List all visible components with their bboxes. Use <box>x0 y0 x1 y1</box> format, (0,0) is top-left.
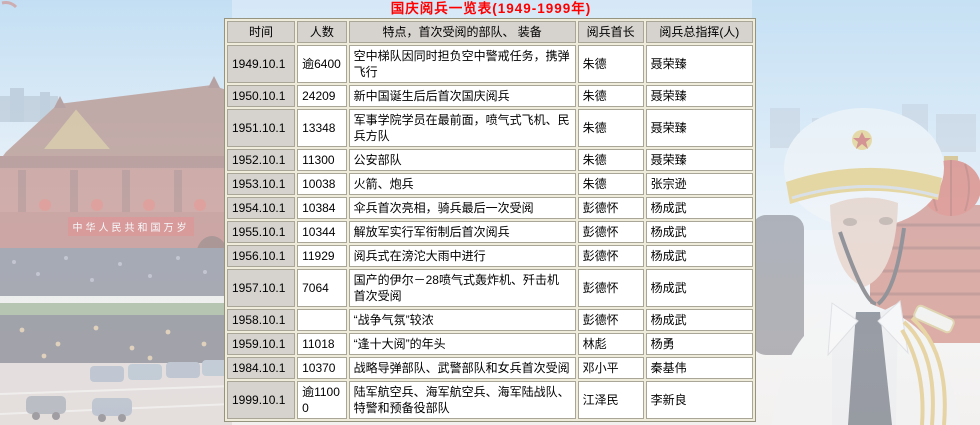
cell-count: 11018 <box>297 333 347 355</box>
cell-commander: 聂荣臻 <box>645 109 753 147</box>
cell-commander: 秦基伟 <box>645 357 753 379</box>
cell-chief: 朱德 <box>577 149 644 171</box>
cell-chief: 朱德 <box>577 85 644 107</box>
cell-chief: 彭德怀 <box>577 245 644 267</box>
header-cell-count: 人数 <box>297 21 347 43</box>
cell-count: 11929 <box>297 245 347 267</box>
cell-chief: 彭德怀 <box>577 221 644 243</box>
cell-chief: 彭德怀 <box>577 309 644 331</box>
cell-feature: 军事学院学员在最前面，喷气式飞机、民兵方队 <box>348 109 576 147</box>
tiananmen-photo-art: 中华人民共和国万岁 <box>0 0 232 425</box>
cell-time: 1954.10.1 <box>227 197 296 219</box>
cell-time: 1984.10.1 <box>227 357 296 379</box>
cell-count: 逾11000 <box>297 381 347 419</box>
header-cell-chief: 阅兵首长 <box>577 21 644 43</box>
cell-commander: 聂荣臻 <box>645 85 753 107</box>
cell-commander: 聂荣臻 <box>645 45 753 83</box>
cell-count: 逾6400 <box>297 45 347 83</box>
cell-feature: 公安部队 <box>348 149 576 171</box>
cell-time: 1953.10.1 <box>227 173 296 195</box>
cell-count: 10384 <box>297 197 347 219</box>
cell-commander: 杨成武 <box>645 309 753 331</box>
cell-time: 1958.10.1 <box>227 309 296 331</box>
cell-count: 24209 <box>297 85 347 107</box>
cell-feature: “逢十大阅”的年头 <box>348 333 576 355</box>
header-cell-feature: 特点，首次受阅的部队、 装备 <box>348 21 576 43</box>
cell-count <box>297 309 347 331</box>
cell-time: 1956.10.1 <box>227 245 296 267</box>
cell-commander: 杨成武 <box>645 197 753 219</box>
cell-time: 1999.10.1 <box>227 381 296 419</box>
cell-time: 1949.10.1 <box>227 45 296 83</box>
cell-commander: 李新良 <box>645 381 753 419</box>
cell-commander: 杨成武 <box>645 245 753 267</box>
table-header: 时间 人数 特点，首次受阅的部队、 装备 阅兵首长 阅兵总指挥(人) <box>227 21 753 43</box>
honor-guard-soldier-photo <box>752 0 980 425</box>
cell-feature: 战略导弹部队、武警部队和女兵首次受阅 <box>348 357 576 379</box>
banner-text: 中华人民共和国万岁 <box>73 221 190 234</box>
table-row: 1984.10.1 10370 战略导弹部队、武警部队和女兵首次受阅 邓小平 秦基伟 <box>227 357 753 379</box>
cell-chief: 彭德怀 <box>577 197 644 219</box>
cell-chief: 朱德 <box>577 109 644 147</box>
cell-feature: 空中梯队因同时担负空中警戒任务，携弹飞行 <box>348 45 576 83</box>
cell-chief: 邓小平 <box>577 357 644 379</box>
cell-count: 13348 <box>297 109 347 147</box>
header-cell-time: 时间 <box>227 21 296 43</box>
table-row: 1955.10.1 10344 解放军实行军衔制后首次阅兵 彭德怀 杨成武 <box>227 221 753 243</box>
cell-chief: 朱德 <box>577 45 644 83</box>
cell-chief: 林彪 <box>577 333 644 355</box>
cell-count: 11300 <box>297 149 347 171</box>
cell-time: 1951.10.1 <box>227 109 296 147</box>
table-row: 1956.10.1 11929 阅兵式在滂沱大雨中进行 彭德怀 杨成武 <box>227 245 753 267</box>
cell-count: 10370 <box>297 357 347 379</box>
header-cell-commander: 阅兵总指挥(人) <box>645 21 753 43</box>
cell-time: 1959.10.1 <box>227 333 296 355</box>
cell-feature: “战争气氛”较浓 <box>348 309 576 331</box>
parade-table: 时间 人数 特点，首次受阅的部队、 装备 阅兵首长 阅兵总指挥(人) 1949.10.1… <box>224 18 756 422</box>
cell-count: 10344 <box>297 221 347 243</box>
cell-commander: 张宗逊 <box>645 173 753 195</box>
table-row: 1958.10.1 “战争气氛”较浓 彭德怀 杨成武 <box>227 309 753 331</box>
cell-chief: 彭德怀 <box>577 269 644 307</box>
cell-time: 1952.10.1 <box>227 149 296 171</box>
cell-feature: 新中国诞生后后首次国庆阅兵 <box>348 85 576 107</box>
table-row: 1953.10.1 10038 火箭、炮兵 朱德 张宗逊 <box>227 173 753 195</box>
tiananmen-parade-photo: 中华人民共和国万岁 <box>0 0 232 425</box>
table-row: 1999.10.1 逾11000 陆军航空兵、海军航空兵、海军陆战队、特警和预备役部… <box>227 381 753 419</box>
cell-chief: 江泽民 <box>577 381 644 419</box>
cell-count: 7064 <box>297 269 347 307</box>
header-row: 时间 人数 特点，首次受阅的部队、 装备 阅兵首长 阅兵总指挥(人) <box>227 21 753 43</box>
cell-feature: 解放军实行军衔制后首次阅兵 <box>348 221 576 243</box>
content-area: 国庆阅兵一览表(1949-1999年) 时间 人数 特点，首次受阅的部队、 装备 阅兵… <box>224 1 758 422</box>
cell-commander: 杨成武 <box>645 269 753 307</box>
page-title: 国庆阅兵一览表(1949-1999年) <box>390 1 592 16</box>
cell-commander: 杨勇 <box>645 333 753 355</box>
cell-feature: 陆军航空兵、海军航空兵、海军陆战队、特警和预备役部队 <box>348 381 576 419</box>
cell-feature: 国产的伊尔－28喷气式轰炸机、歼击机首次受阅 <box>348 269 576 307</box>
table-row: 1949.10.1 逾6400 空中梯队因同时担负空中警戒任务，携弹飞行 朱德 聂荣臻 <box>227 45 753 83</box>
cell-feature: 火箭、炮兵 <box>348 173 576 195</box>
cell-time: 1950.10.1 <box>227 85 296 107</box>
table-row: 1957.10.1 7064 国产的伊尔－28喷气式轰炸机、歼击机首次受阅 彭德怀 杨成… <box>227 269 753 307</box>
table-body: 1949.10.1 逾6400 空中梯队因同时担负空中警戒任务，携弹飞行 朱德 聂荣臻 1… <box>227 45 753 419</box>
table-row: 1954.10.1 10384 伞兵首次亮相，骑兵最后一次受阅 彭德怀 杨成武 <box>227 197 753 219</box>
table-row: 1959.10.1 11018 “逢十大阅”的年头 林彪 杨勇 <box>227 333 753 355</box>
cell-count: 10038 <box>297 173 347 195</box>
cell-time: 1955.10.1 <box>227 221 296 243</box>
table-row: 1950.10.1 24209 新中国诞生后后首次国庆阅兵 朱德 聂荣臻 <box>227 85 753 107</box>
cell-commander: 聂荣臻 <box>645 149 753 171</box>
cell-time: 1957.10.1 <box>227 269 296 307</box>
cell-feature: 伞兵首次亮相，骑兵最后一次受阅 <box>348 197 576 219</box>
table-row: 1952.10.1 11300 公安部队 朱德 聂荣臻 <box>227 149 753 171</box>
cell-feature: 阅兵式在滂沱大雨中进行 <box>348 245 576 267</box>
cell-commander: 杨成武 <box>645 221 753 243</box>
soldier-photo-art <box>752 0 980 425</box>
cell-chief: 朱德 <box>577 173 644 195</box>
table-row: 1951.10.1 13348 军事学院学员在最前面，喷气式飞机、民兵方队 朱德 聂荣臻 <box>227 109 753 147</box>
